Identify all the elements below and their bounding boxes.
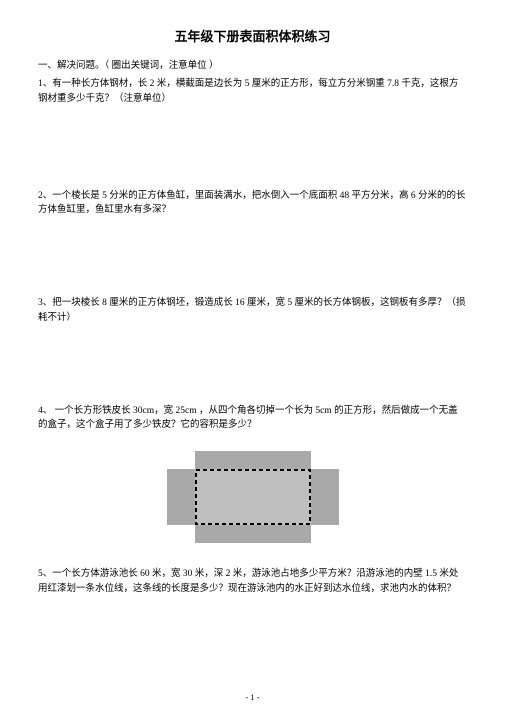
spacer	[38, 557, 467, 567]
page-title: 五年级下册表面积体积练习	[38, 26, 467, 45]
question-3: 3、把一块棱长 8 厘米的正方体钢坯，锻造成长 16 厘米，宽 5 厘米的长方体…	[38, 296, 467, 325]
section-heading: 一、解决问题。（ 圈出关键词，注意单位 ）	[38, 59, 467, 73]
answer-space-2	[38, 222, 467, 296]
question-5: 5、一个长方体游泳池长 60 米，宽 30 米，深 2 米，游泳池占地多少平方米…	[38, 567, 467, 596]
answer-space-3	[38, 330, 467, 404]
question-4: 4、 一个长方形铁皮长 30cm，宽 25cm ，从四个角各切掉一个长为 5cm…	[38, 404, 467, 433]
diagram-container	[38, 451, 467, 543]
answer-space-1	[38, 111, 467, 189]
box-net-diagram	[167, 451, 339, 543]
question-2: 2、一个棱长是 5 分米的正方体鱼缸，里面装满水，把水倒入一个底面积 48 平方…	[38, 189, 467, 218]
question-1: 1、有一种长方体钢材，长 2 米，横截面是边长为 5 厘米的正方形，每立方分米钢…	[38, 77, 467, 106]
page-footer: - 1 -	[0, 692, 505, 702]
